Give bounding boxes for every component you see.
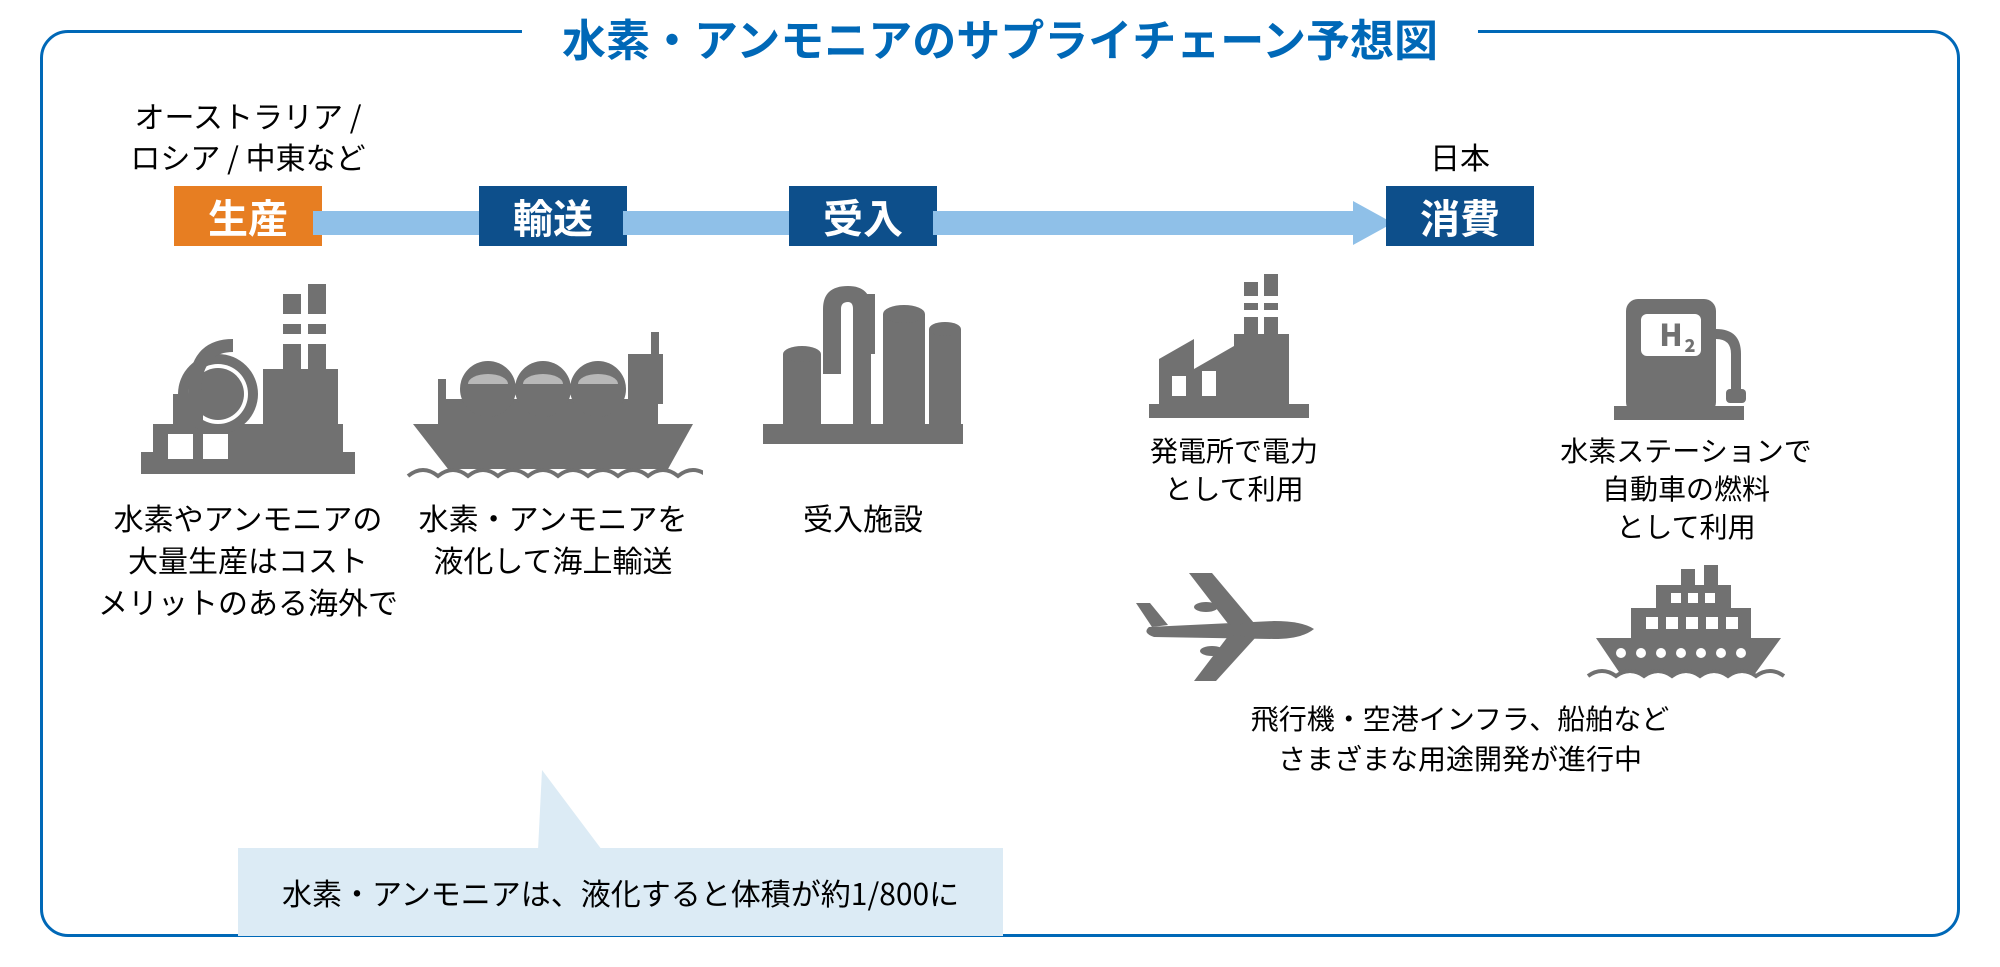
diagram-title: 水素・アンモニアのサプライチェーン予想図 <box>562 5 1438 69</box>
consume-station: H 2 水素ステーションで 自動車の燃料 として利用 <box>1560 274 1811 545</box>
stage-cell-production: 生産 <box>98 186 398 246</box>
callout-pointer <box>538 770 602 850</box>
receiving-desc: 受入施設 <box>803 496 923 538</box>
stage-row: 生産 輸送 受入 <box>98 186 1902 246</box>
transport-cell: 水素・アンモニアを 液化して海上輸送 <box>398 274 708 778</box>
icon-row: 水素やアンモニアの 大量生産はコスト メリットのある海外で <box>98 274 1902 818</box>
region-production: オーストラリア / ロシア / 中東など <box>98 95 398 182</box>
title-container: 水素・アンモニアのサプライチェーン予想図 <box>522 5 1478 69</box>
airplane-icon <box>1134 563 1334 683</box>
tanker-ship-icon <box>403 274 703 484</box>
receiving-terminal-icon <box>753 274 973 484</box>
stage-receiving: 受入 <box>789 186 937 246</box>
ship-icon <box>1586 563 1786 683</box>
receiving-cell: 受入施設 <box>708 274 1018 778</box>
stage-consumption: 消費 <box>1386 186 1534 246</box>
consume-power: 発電所で電力 として利用 <box>1144 274 1324 545</box>
svg-text:H: H <box>1659 311 1682 355</box>
h2-station-icon: H 2 <box>1606 274 1766 424</box>
content-area: オーストラリア / ロシア / 中東など 日本 生産 輸送 <box>98 95 1902 914</box>
consumption-grid: 発電所で電力 として利用 H 2 <box>1018 274 1902 545</box>
consumption-transport-desc: 飛行機・空港インフラ、船舶など さまざまな用途開発が進行中 <box>1251 699 1670 777</box>
consume-power-desc: 発電所で電力 として利用 <box>1150 432 1318 508</box>
stage-production: 生産 <box>174 186 322 246</box>
region-row: オーストラリア / ロシア / 中東など 日本 <box>98 95 1902 182</box>
transport-desc: 水素・アンモニアを 液化して海上輸送 <box>419 496 688 580</box>
stage-transport: 輸送 <box>479 186 627 246</box>
production-cell: 水素やアンモニアの 大量生産はコスト メリットのある海外で <box>98 274 398 778</box>
svg-text:2: 2 <box>1685 332 1696 358</box>
stage-cell-receiving: 受入 <box>708 186 1018 246</box>
region-consumption: 日本 <box>1018 95 1902 182</box>
consume-station-desc: 水素ステーションで 自動車の燃料 として利用 <box>1560 432 1811 545</box>
stage-cell-consumption: 消費 <box>1018 186 1902 246</box>
diagram-frame: 水素・アンモニアのサプライチェーン予想図 オーストラリア / ロシア / 中東な… <box>40 30 1960 937</box>
power-plant-icon <box>1144 274 1324 424</box>
consumption-cell: 発電所で電力 として利用 H 2 <box>1018 274 1902 778</box>
callout-box: 水素・アンモニアは、液化すると体積が約1/800に <box>238 848 1003 936</box>
factory-icon <box>133 274 363 484</box>
consumption-transport-row: 飛行機・空港インフラ、船舶など さまざまな用途開発が進行中 <box>1018 563 1902 777</box>
production-desc: 水素やアンモニアの 大量生産はコスト メリットのある海外で <box>98 496 398 622</box>
stage-cell-transport: 輸送 <box>398 186 708 246</box>
